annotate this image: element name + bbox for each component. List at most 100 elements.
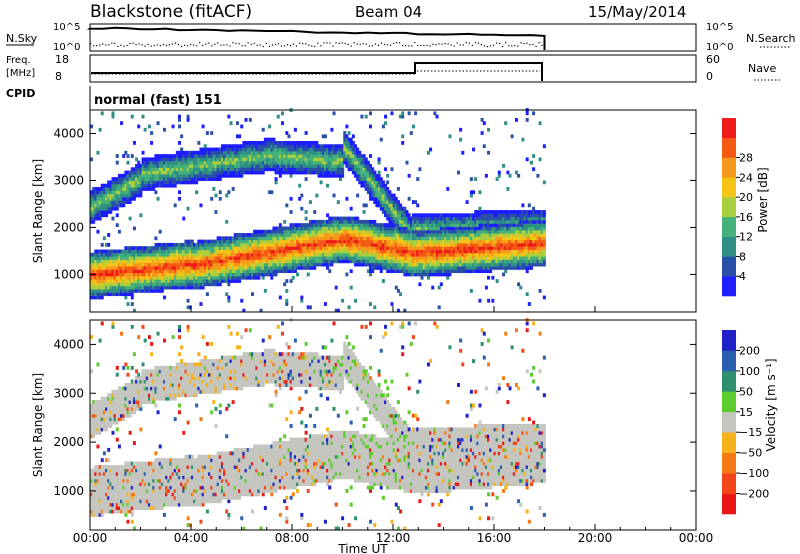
power-cell — [158, 265, 162, 270]
power-cell — [268, 150, 272, 155]
power-cell — [169, 249, 173, 254]
power-cell — [160, 269, 164, 274]
power-cell — [139, 193, 143, 198]
power-cell — [122, 256, 126, 260]
power-cell — [145, 285, 149, 290]
power-cell — [175, 265, 179, 270]
power-cell — [214, 279, 218, 283]
power-cell — [177, 242, 181, 247]
power-cell — [259, 265, 263, 270]
power-cell — [193, 282, 197, 287]
power-cell — [122, 193, 126, 198]
power-cell — [182, 177, 186, 181]
power-cell — [94, 262, 98, 267]
power-cell — [184, 154, 188, 158]
power-cell — [229, 167, 233, 172]
power-cell — [281, 111, 285, 116]
nsearch-point — [147, 43, 149, 46]
power-cell — [188, 154, 192, 158]
power-cell — [98, 282, 102, 287]
power-cell — [128, 187, 132, 191]
power-cell — [235, 246, 239, 251]
power-cell — [137, 170, 141, 175]
power-cell — [107, 262, 111, 267]
power-cell — [156, 183, 160, 188]
power-cell — [182, 180, 186, 185]
power-cell — [147, 285, 151, 290]
nsearch-point — [280, 45, 283, 47]
power-cell — [107, 256, 111, 260]
power-cell — [353, 298, 357, 303]
power-cell — [235, 239, 239, 244]
power-cell — [193, 275, 197, 280]
power-cell — [100, 259, 104, 264]
power-cell — [255, 252, 259, 257]
power-cell — [139, 170, 143, 175]
power-cell — [193, 173, 197, 178]
power-cell — [259, 272, 263, 277]
power-cell — [334, 285, 338, 290]
power-cell — [128, 196, 132, 201]
power-cell — [223, 154, 227, 158]
power-cell — [132, 252, 136, 257]
power-cell — [111, 183, 115, 188]
power-cell — [250, 167, 254, 172]
power-cell — [248, 269, 252, 274]
power-cell — [233, 246, 237, 251]
power-cell — [208, 262, 212, 267]
power-cell — [182, 252, 186, 257]
power-cell — [150, 279, 154, 283]
power-cell — [195, 180, 199, 185]
power-cell — [186, 170, 190, 175]
power-cell — [145, 157, 149, 162]
power-cell — [173, 279, 177, 283]
power-cell — [105, 190, 109, 195]
power-cell — [124, 285, 128, 290]
power-cell — [212, 167, 216, 172]
power-cell — [218, 164, 222, 168]
power-cell — [137, 177, 141, 181]
power-cell — [154, 190, 158, 195]
power-cell — [250, 265, 254, 270]
power-cell — [268, 272, 272, 277]
power-cell — [188, 170, 192, 175]
power-cell — [240, 298, 244, 303]
power-cell — [502, 272, 506, 277]
power-cell — [313, 210, 317, 214]
power-cell — [154, 180, 158, 185]
power-cell — [225, 154, 229, 158]
power-cell — [240, 150, 244, 155]
power-cell — [107, 279, 111, 283]
power-cell — [268, 269, 272, 274]
power-cell — [235, 147, 239, 152]
power-cell — [167, 269, 171, 274]
power-cell — [145, 272, 149, 277]
power-cell — [109, 249, 113, 254]
power-cell — [98, 292, 102, 297]
power-cell — [190, 252, 194, 257]
power-cell — [143, 183, 147, 188]
power-cell — [193, 180, 197, 185]
power-cell — [165, 183, 169, 188]
power-cell — [229, 157, 233, 162]
power-cell — [102, 187, 106, 191]
power-cell — [229, 242, 233, 247]
power-cell — [401, 134, 405, 139]
power-cell — [186, 282, 190, 287]
power-cell — [137, 180, 141, 185]
nsearch-point — [362, 43, 364, 45]
power-cell — [111, 272, 115, 277]
power-cell — [165, 170, 169, 175]
power-cell — [199, 285, 203, 290]
power-cell — [165, 180, 169, 185]
nsearch-point — [186, 45, 189, 47]
power-cell — [139, 279, 143, 283]
power-cell — [113, 292, 117, 297]
power-cell — [94, 265, 98, 270]
power-cell — [240, 173, 244, 178]
power-cell — [115, 154, 119, 158]
power-cell — [126, 173, 130, 178]
power-cell — [120, 121, 124, 126]
power-cell — [152, 262, 156, 267]
freq-tick-bottom: 8 — [55, 70, 62, 83]
